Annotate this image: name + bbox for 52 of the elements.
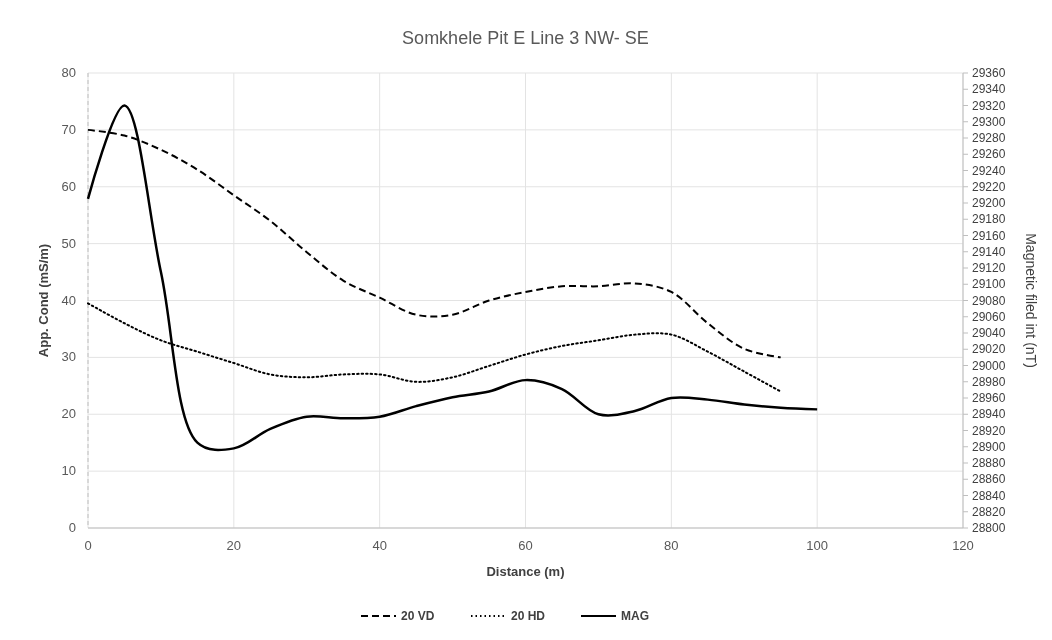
y-tick-label: 50 <box>61 235 76 251</box>
y-tick-label: 70 <box>61 121 76 137</box>
legend-label: MAG <box>621 609 649 623</box>
y2-tick-label: 29040 <box>972 326 1006 340</box>
y2-tick-label: 29220 <box>972 179 1006 194</box>
y2-tick-label: 29340 <box>972 82 1006 97</box>
y2-axis-title: Magnetic filed int (nT) <box>1023 233 1039 368</box>
y2-tick-label: 28840 <box>972 488 1006 503</box>
y-tick-label: 0 <box>68 520 76 535</box>
x-tick-label: 40 <box>372 538 387 553</box>
y2-tick-label: 28960 <box>972 391 1006 405</box>
y2-tick-label: 29120 <box>972 261 1006 275</box>
y-tick-label: 10 <box>61 463 76 479</box>
y-tick-label: 40 <box>61 292 76 308</box>
y2-tick-label: 29100 <box>972 277 1006 292</box>
y2-tick-label: 29160 <box>972 228 1006 243</box>
y2-tick-label: 29240 <box>972 163 1006 178</box>
legend-label: 20 HD <box>511 609 546 623</box>
y2-tick-label: 29200 <box>972 196 1006 210</box>
y2-tick-label: 28920 <box>972 423 1006 438</box>
y-tick-label: 30 <box>61 349 76 365</box>
y-tick-label: 20 <box>61 406 76 422</box>
chart-title: Somkhele Pit E Line 3 NW- SE <box>402 28 649 48</box>
y-tick-label: 60 <box>61 178 76 194</box>
x-tick-label: 0 <box>84 538 92 553</box>
x-axis-title: Distance (m) <box>486 564 565 579</box>
y2-tick-label: 29180 <box>972 212 1006 227</box>
y-axis-title: App. Cond (mS/m) <box>36 243 51 358</box>
y2-tick-label: 29000 <box>972 358 1006 373</box>
y2-tick-label: 29360 <box>972 66 1006 80</box>
y2-tick-label: 29280 <box>972 131 1006 145</box>
y2-tick-label: 29060 <box>972 309 1006 324</box>
y2-tick-label: 29140 <box>972 244 1006 259</box>
x-tick-label: 20 <box>226 538 242 553</box>
y2-tick-label: 29080 <box>972 293 1006 308</box>
x-tick-label: 60 <box>518 538 533 553</box>
y2-tick-label: 28820 <box>972 504 1006 519</box>
x-tick-label: 100 <box>806 538 829 553</box>
y2-tick-label: 29260 <box>972 147 1006 162</box>
y2-tick-label: 29320 <box>972 98 1006 113</box>
y2-tick-label: 28900 <box>972 439 1006 454</box>
y2-tick-label: 29020 <box>972 342 1006 357</box>
x-tick-label: 80 <box>664 538 679 553</box>
y2-tick-label: 28880 <box>972 456 1006 470</box>
legend-label: 20 VD <box>401 609 435 623</box>
y2-tick-label: 28860 <box>972 472 1006 487</box>
y2-tick-label: 29300 <box>972 114 1006 129</box>
y2-tick-label: 28940 <box>972 407 1006 422</box>
y2-tick-label: 28980 <box>972 374 1006 389</box>
y-tick-label: 80 <box>61 65 76 80</box>
y2-tick-label: 28800 <box>972 521 1006 535</box>
x-tick-label: 120 <box>952 538 974 553</box>
